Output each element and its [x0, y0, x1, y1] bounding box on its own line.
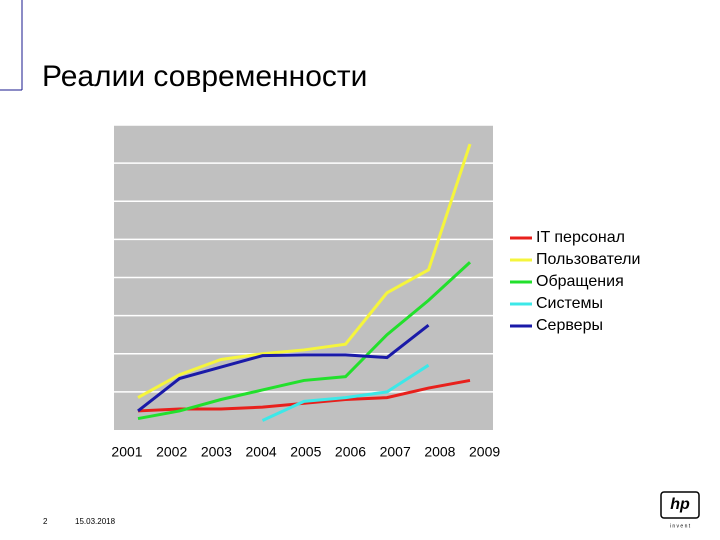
logo: hp: [670, 496, 690, 513]
x-tick-label: 2009: [469, 444, 500, 460]
logo-tagline: i n v e n t: [670, 523, 691, 529]
x-tick-label: 2006: [335, 444, 366, 460]
x-tick-label: 2001: [111, 444, 142, 460]
page-number: 2: [43, 517, 48, 526]
date: 15.03.2018: [75, 517, 116, 526]
legend-label: Обращения: [536, 273, 624, 290]
x-tick-label: 2007: [380, 444, 411, 460]
series-line: [261, 363, 430, 422]
legend-label: Пользователи: [536, 251, 640, 268]
logo-box: [660, 491, 700, 519]
series-line: [137, 261, 472, 421]
x-tick-label: 2003: [201, 444, 232, 460]
x-tick-label: 2005: [290, 444, 321, 460]
slide-title: Реалии современности: [42, 60, 367, 93]
legend-label: Серверы: [536, 317, 603, 334]
series-line: [137, 143, 472, 399]
series-line: [137, 378, 471, 413]
x-tick-label: 2008: [424, 444, 455, 460]
x-tick-label: 2002: [156, 444, 187, 460]
series-line: [137, 323, 430, 413]
x-tick-label: 2004: [246, 444, 277, 460]
legend-label: Системы: [536, 295, 603, 312]
legend-label: IT персонал: [536, 229, 625, 246]
